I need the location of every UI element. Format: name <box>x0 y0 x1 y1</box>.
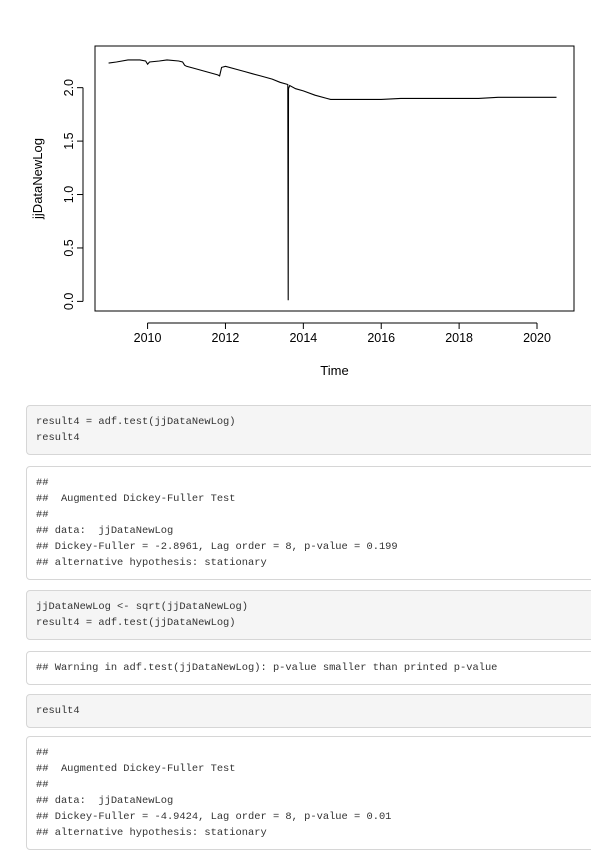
output-line: ## Dickey-Fuller = -4.9424, Lag order = … <box>36 811 392 823</box>
y-tick-label: 1.0 <box>62 186 76 203</box>
code-line: result4 = adf.test(jjDataNewLog) <box>36 617 236 629</box>
output-line: ## data: jjDataNewLog <box>36 795 174 807</box>
output-line: ## <box>36 509 49 521</box>
output-line: ## Augmented Dickey-Fuller Test <box>36 763 236 775</box>
plot-svg: 2010 2012 2014 2016 2018 2020 Time 0.0 0.5 1.0 1.5… <box>30 45 575 378</box>
output-line: ## <box>36 747 49 759</box>
code-line: result4 = adf.test(jjDataNewLog) <box>36 416 236 428</box>
x-tick-label: 2012 <box>212 331 240 345</box>
output-block: ## ## Augmented Dickey-Fuller Test ## ## da… <box>26 736 591 850</box>
x-tick-label: 2020 <box>523 331 551 345</box>
output-line: ## Warning in adf.test(jjDataNewLog): p-… <box>36 662 498 674</box>
output-block: ## Warning in adf.test(jjDataNewLog): p-… <box>26 651 591 685</box>
y-tick-label: 0.5 <box>62 239 76 256</box>
output-block: ## ## Augmented Dickey-Fuller Test ## ## da… <box>26 466 591 580</box>
time-series-plot: 2010 2012 2014 2016 2018 2020 Time 0.0 0.5 1.0 1.5… <box>0 0 591 390</box>
output-line: ## <box>36 779 49 791</box>
output-line: ## data: jjDataNewLog <box>36 525 174 537</box>
series-line <box>108 59 557 301</box>
code-block: result4 <box>26 694 591 728</box>
plot-frame <box>94 45 575 312</box>
output-line: ## alternative hypothesis: stationary <box>36 557 267 569</box>
code-line: result4 <box>36 705 80 717</box>
x-tick-label: 2018 <box>445 331 473 345</box>
x-tick-label: 2010 <box>134 331 162 345</box>
output-line: ## Dickey-Fuller = -2.8961, Lag order = … <box>36 541 398 553</box>
code-line: result4 <box>36 432 80 444</box>
x-tick-label: 2016 <box>367 331 395 345</box>
x-tick-label: 2014 <box>289 331 317 345</box>
y-tick-label: 2.0 <box>62 79 76 96</box>
y-tick-label: 1.5 <box>62 132 76 149</box>
output-line: ## alternative hypothesis: stationary <box>36 827 267 839</box>
y-axis-label: jjDataNewLog <box>30 138 45 220</box>
output-line: ## <box>36 477 49 489</box>
y-tick-label: 0.0 <box>62 293 76 310</box>
x-axis-label: Time <box>320 363 348 378</box>
code-line: jjDataNewLog <- sqrt(jjDataNewLog) <box>36 601 249 613</box>
code-block: result4 = adf.test(jjDataNewLog) result4 <box>26 405 591 455</box>
output-line: ## Augmented Dickey-Fuller Test <box>36 493 236 505</box>
code-block: jjDataNewLog <- sqrt(jjDataNewLog) result… <box>26 590 591 640</box>
